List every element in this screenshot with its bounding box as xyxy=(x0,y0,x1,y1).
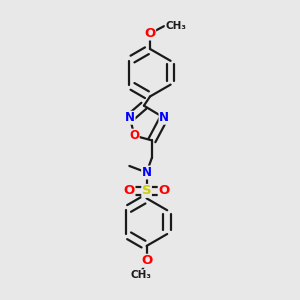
Text: O: O xyxy=(144,27,156,40)
Text: CH₃: CH₃ xyxy=(130,270,151,280)
Text: N: N xyxy=(142,166,152,179)
Text: O: O xyxy=(124,184,135,197)
Text: S: S xyxy=(142,184,152,197)
Text: O: O xyxy=(158,184,169,197)
Text: N: N xyxy=(159,111,169,124)
Text: CH₃: CH₃ xyxy=(165,21,186,31)
Text: O: O xyxy=(141,254,152,267)
Text: O: O xyxy=(129,129,139,142)
Text: N: N xyxy=(125,111,135,124)
